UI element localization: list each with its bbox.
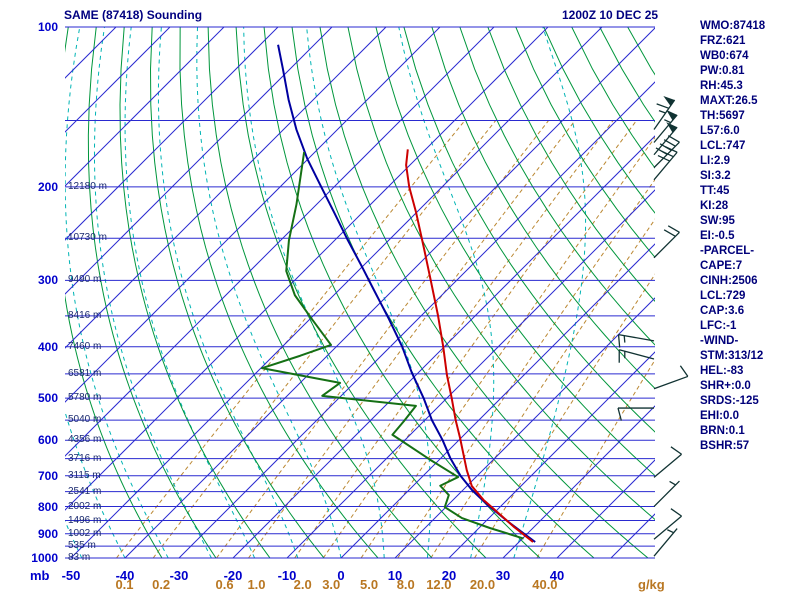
- mixing-tick-label: 8.0: [396, 577, 415, 592]
- stat-line: SW:95: [700, 215, 735, 227]
- mixing-tick-label: 40.0: [532, 577, 558, 592]
- isotherms: [65, 27, 655, 558]
- mixing-tick-label: 0.1: [115, 577, 134, 592]
- height-label: 5780 m: [68, 392, 102, 404]
- mixing-ratio-lines: [116, 120, 655, 558]
- height-label: 2541 m: [68, 485, 102, 497]
- stat-line: SHR+:0.0: [700, 380, 751, 392]
- stat-line: STM:313/12: [700, 350, 764, 362]
- pressure-label: 500: [37, 391, 58, 406]
- height-label: 12180 m: [68, 180, 107, 192]
- pressure-unit-label: mb: [30, 568, 50, 583]
- temp-tick-label: -20: [223, 568, 243, 583]
- mixing-tick-label: 0.6: [215, 577, 234, 592]
- height-label: 5040 m: [68, 414, 102, 426]
- height-label: 10730 m: [68, 232, 107, 244]
- height-label: 2002 m: [68, 500, 102, 512]
- temp-tick-label: 0: [337, 568, 345, 583]
- mixing-tick-label: 2.0: [293, 577, 312, 592]
- temp-tick-label: -50: [61, 568, 81, 583]
- stat-line: L57:6.0: [700, 125, 740, 137]
- temp-tick-label: 30: [495, 568, 511, 583]
- pressure-label: 900: [37, 526, 58, 541]
- height-label: 8416 m: [68, 309, 102, 321]
- pressure-label: 700: [37, 468, 58, 483]
- stat-line: FRZ:621: [700, 35, 746, 47]
- height-label: 1002 m: [68, 527, 102, 539]
- mixing-tick-label: 12.0: [426, 577, 452, 592]
- mixing-tick-label: 3.0: [322, 577, 341, 592]
- height-label: 6581 m: [68, 367, 102, 379]
- temp-tick-label: -10: [277, 568, 297, 583]
- stat-line: CINH:2506: [700, 275, 758, 287]
- stat-line: PW:0.81: [700, 65, 745, 77]
- stat-line: SI:3.2: [700, 170, 731, 182]
- stat-line: CAP:3.6: [700, 305, 745, 317]
- temp-tick-label: 20: [441, 568, 457, 583]
- height-label: 9490 m: [68, 274, 102, 286]
- pressure-label: 1000: [31, 551, 58, 565]
- stat-line: KI:28: [700, 200, 729, 212]
- stat-line: BRN:0.1: [700, 425, 745, 437]
- stat-line: LI:2.9: [700, 155, 731, 167]
- stat-line: EHI:0.0: [700, 410, 739, 422]
- pressure-label: 300: [37, 273, 58, 288]
- stat-line: MAXT:26.5: [700, 95, 758, 107]
- stat-line: SRDS:-125: [700, 395, 759, 407]
- temperature-curve: [405, 149, 534, 543]
- height-label: 7460 m: [68, 340, 102, 352]
- temp-tick-label: -30: [169, 568, 189, 583]
- dewpoint-curve: [260, 151, 524, 540]
- temp-tick-label: -40: [115, 568, 135, 583]
- stat-line: TH:5697: [700, 110, 745, 122]
- stat-line: CAPE:7: [700, 260, 743, 272]
- pressure-label: 800: [37, 499, 58, 514]
- temp-tick-label: 10: [387, 568, 403, 583]
- stat-line: WMO:87418: [700, 20, 766, 32]
- height-label: 3115 m: [68, 469, 101, 481]
- temp-tick-label: 40: [549, 568, 565, 583]
- stat-line: LCL:729: [700, 290, 746, 302]
- mixing-tick-label: 0.2: [152, 577, 171, 592]
- stat-line: RH:45.3: [700, 80, 743, 92]
- mixing-tick-label: 5.0: [360, 577, 379, 592]
- pressure-label: 400: [37, 339, 58, 354]
- stat-line: -PARCEL-: [700, 245, 755, 257]
- dry-adiabats: [65, 27, 655, 558]
- stat-line: EI:-0.5: [700, 230, 735, 242]
- mixing-unit-label: g/kg: [638, 577, 665, 592]
- pressure-label: 100: [37, 20, 58, 34]
- pressure-gridlines: [65, 26, 655, 559]
- stat-line: -WIND-: [700, 335, 739, 347]
- pressure-label: 200: [37, 179, 58, 194]
- height-label: 83 m: [68, 552, 91, 563]
- height-label: 3716 m: [68, 452, 102, 464]
- stat-line: LCL:747: [700, 140, 746, 152]
- stat-line: HEL:-83: [700, 365, 744, 377]
- chart-title: SAME (87418) Sounding: [64, 8, 203, 22]
- parcel-curve: [277, 44, 536, 543]
- stat-line: BSHR:57: [700, 440, 750, 452]
- wind-barbs: [617, 95, 689, 557]
- pressure-label: 600: [37, 433, 58, 448]
- stat-line: TT:45: [700, 185, 730, 197]
- stat-line: LFC:-1: [700, 320, 737, 332]
- height-label: 1496 m: [68, 514, 102, 526]
- mixing-tick-label: 20.0: [469, 577, 496, 592]
- chart-datetime: 1200Z 10 DEC 25: [562, 8, 659, 22]
- height-label: 535 m: [68, 540, 96, 552]
- mixing-tick-label: 1.0: [247, 577, 266, 592]
- stat-line: WB0:674: [700, 50, 749, 62]
- height-label: 4356 m: [68, 434, 102, 446]
